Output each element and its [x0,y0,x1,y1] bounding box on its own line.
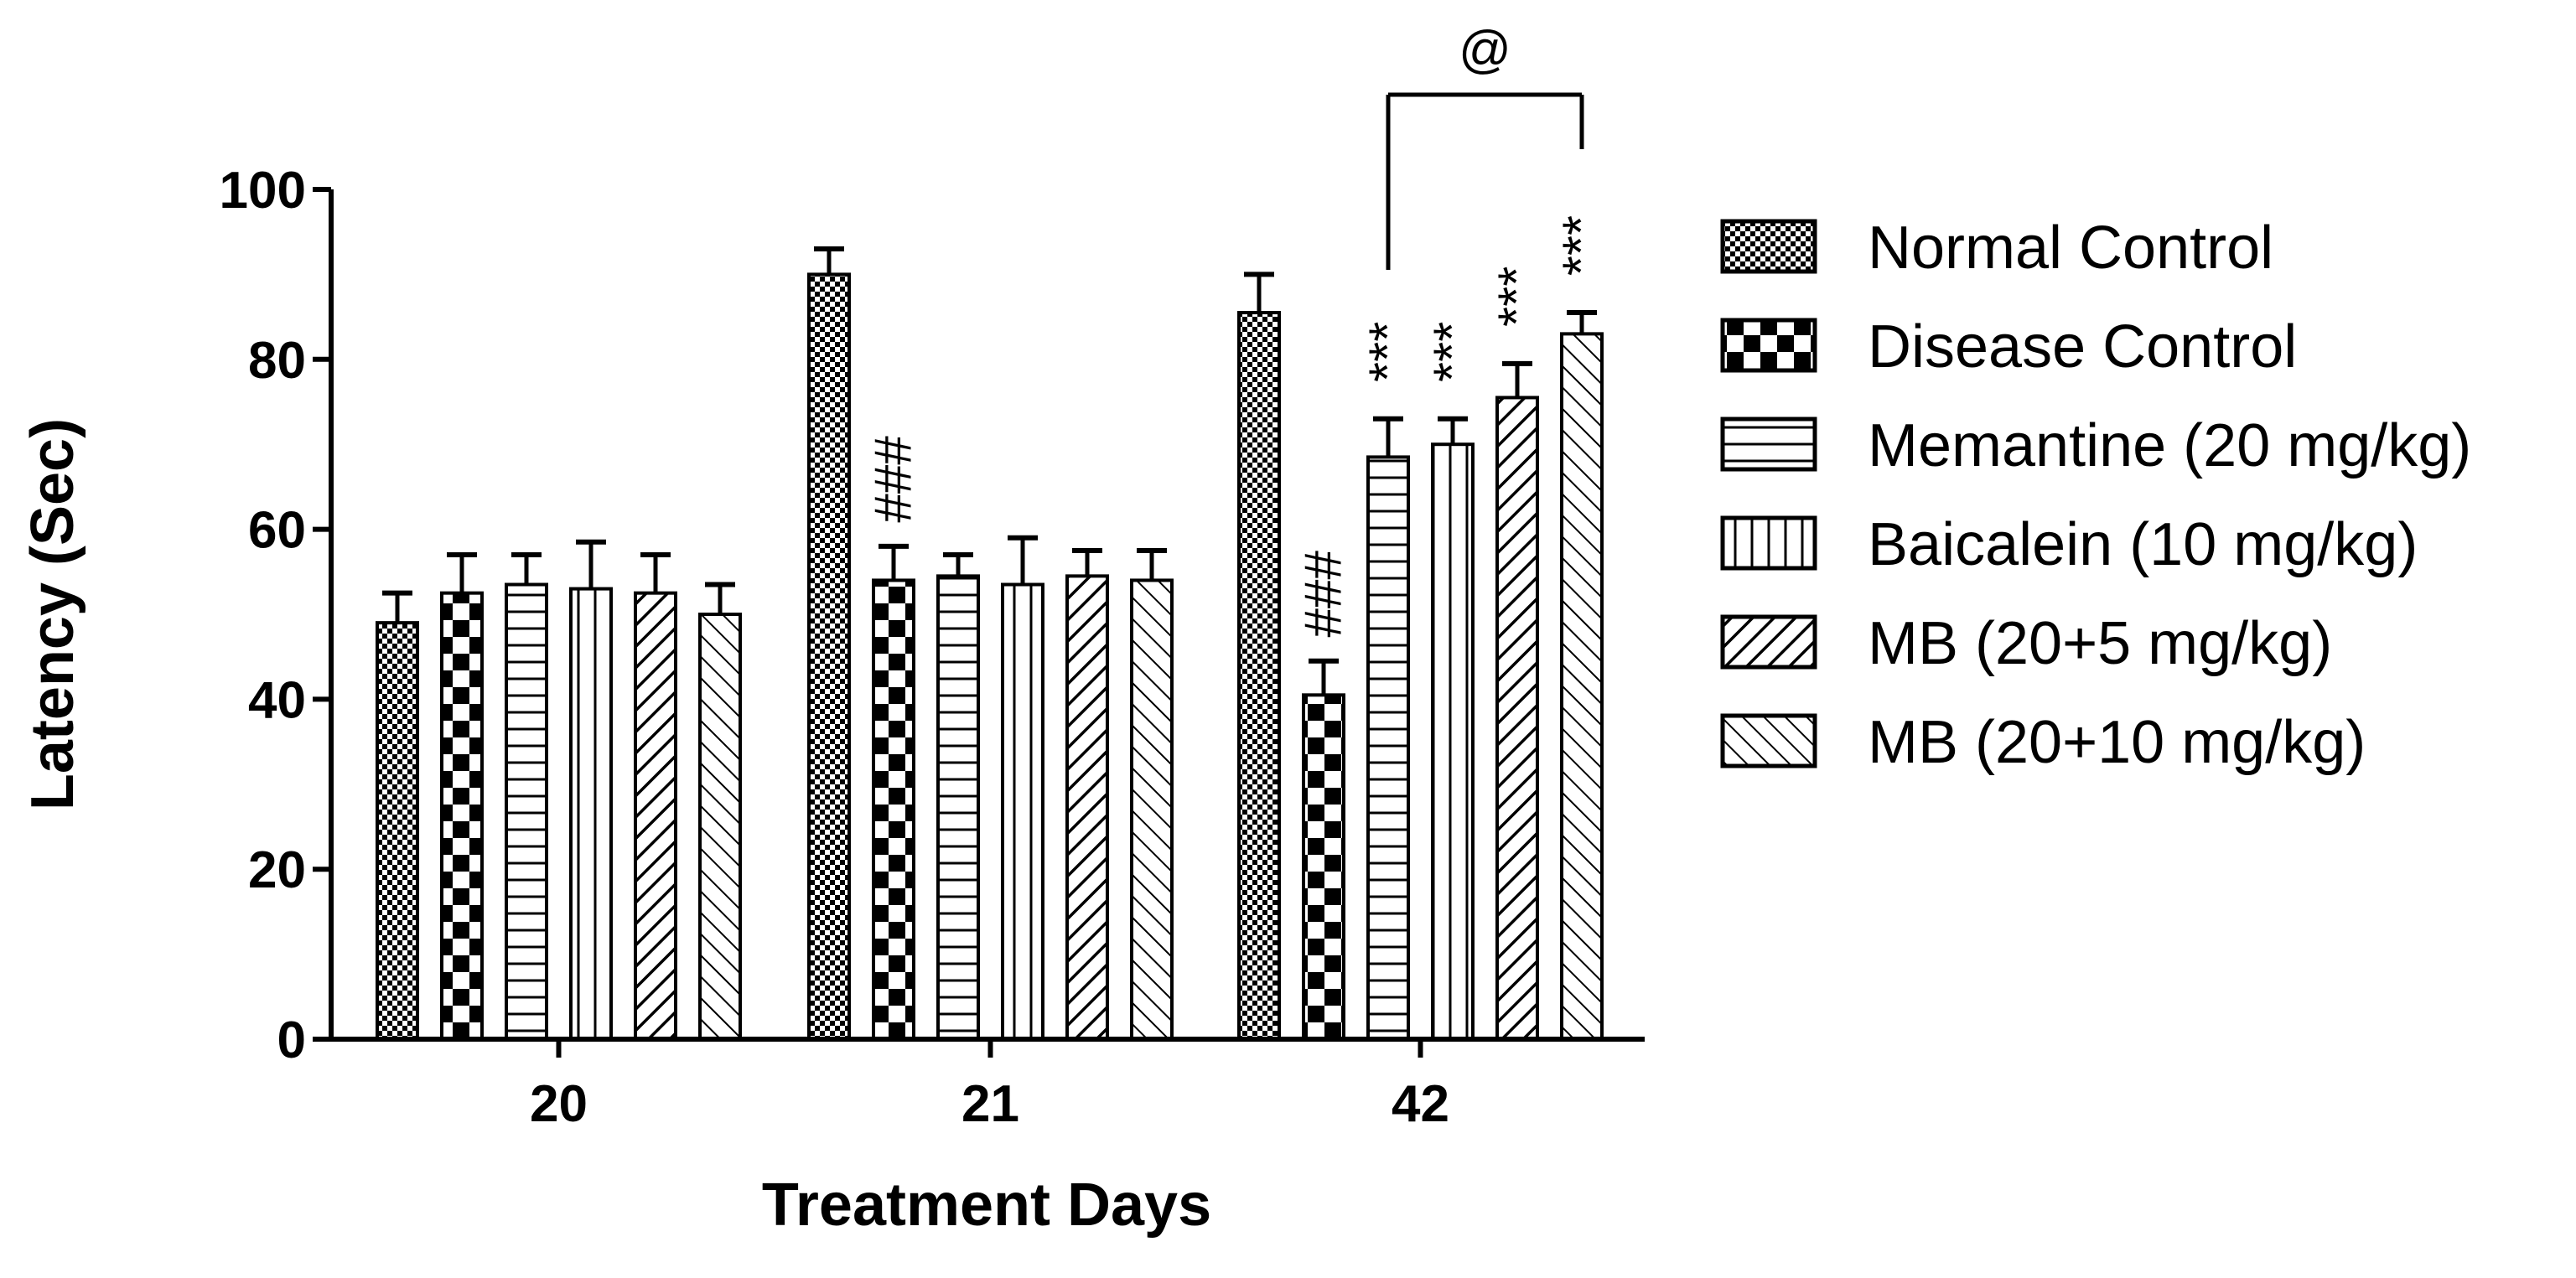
legend: Normal Control Disease Control Memantine (… [1720,215,2471,776]
legend-item-normal-control: Normal Control [1720,215,2273,282]
x-tick-label-21: 21 [961,1075,1019,1133]
error-bar-normal-control-day-20 [382,590,412,623]
legend-swatch [1720,614,1817,670]
legend-label: MB (20+5 mg/kg) [1868,610,2332,677]
error-bar-memantine-20-mg-kg-day-42 [1373,416,1403,458]
bracket-label: @ [1459,21,1511,79]
y-tick-label-60: 60 [248,502,306,560]
significance-mark-disease-control-day-42: ### [1295,551,1353,638]
error-bar-mb-20-5-mg-kg-day-21 [1072,547,1102,577]
bar-memantine-20-mg-kg-day-42 [1366,455,1410,1041]
legend-label: Memantine (20 mg/kg) [1868,412,2471,479]
bar-disease-control-day-21 [872,578,915,1041]
bar-mb-20-10-mg-kg-day-20 [698,613,742,1041]
legend-item-disease-control: Disease Control [1720,313,2297,380]
error-bar-disease-control-day-42 [1309,658,1339,696]
bar-disease-control-day-20 [440,591,484,1041]
bar-baicalein-10-mg-kg-day-42 [1431,442,1475,1041]
error-bar-normal-control-day-42 [1244,272,1274,313]
legend-swatch [1720,515,1817,571]
y-axis-title: Latency (Sec) [19,418,86,810]
bar-mb-20-10-mg-kg-day-21 [1130,578,1174,1041]
legend-item-mb-20-10-mg-kg: MB (20+10 mg/kg) [1720,709,2366,776]
bar-mb-20-5-mg-kg-day-20 [634,591,677,1041]
y-tick-label-100: 100 [220,162,306,220]
significance-mark-mb-20-10-mg-kg-day-42: *** [1553,215,1611,276]
significance-mark-disease-control-day-21: ### [865,436,923,523]
x-tick-label-42: 42 [1392,1075,1449,1133]
bar-normal-control-day-21 [807,272,851,1041]
error-bar-normal-control-day-21 [814,246,844,275]
error-bar-memantine-20-mg-kg-day-21 [943,552,973,577]
error-bar-mb-20-10-mg-kg-day-42 [1567,310,1597,334]
legend-item-memantine-20-mg-kg: Memantine (20 mg/kg) [1720,412,2471,479]
error-bar-disease-control-day-20 [447,552,477,593]
bar-memantine-20-mg-kg-day-20 [505,582,548,1041]
error-bar-disease-control-day-21 [879,543,909,581]
error-bar-memantine-20-mg-kg-day-20 [511,552,542,585]
significance-mark-mb-20-5-mg-kg-day-42: *** [1489,266,1547,327]
legend-label: Normal Control [1868,215,2273,282]
legend-item-baicalein-10-mg-kg: Baicalein (10 mg/kg) [1720,511,2418,578]
legend-label: MB (20+10 mg/kg) [1868,709,2366,776]
error-bar-baicalein-10-mg-kg-day-42 [1438,416,1468,445]
bar-disease-control-day-42 [1302,693,1345,1042]
significance-mark-memantine-20-mg-kg-day-42: *** [1360,322,1418,382]
bar-baicalein-10-mg-kg-day-20 [569,587,613,1041]
bar-normal-control-day-42 [1237,311,1281,1041]
y-tick-label-20: 20 [248,841,306,899]
error-bar-baicalein-10-mg-kg-day-20 [576,539,606,589]
error-bar-mb-20-5-mg-kg-day-20 [640,552,671,593]
legend-swatch [1720,318,1817,373]
significance-mark-baicalein-10-mg-kg-day-42: *** [1424,322,1482,382]
y-tick-label-40: 40 [248,671,306,729]
legend-swatch [1720,417,1817,472]
x-axis-title: Treatment Days [762,1172,1211,1239]
legend-item-mb-20-5-mg-kg: MB (20+5 mg/kg) [1720,610,2332,677]
bar-mb-20-10-mg-kg-day-42 [1560,332,1604,1041]
y-tick-label-80: 80 [248,332,306,390]
comparison-bracket: @ [1386,21,1584,270]
legend-label: Baicalein (10 mg/kg) [1868,511,2418,578]
bar-normal-control-day-20 [376,621,419,1041]
bar-mb-20-5-mg-kg-day-21 [1065,574,1109,1041]
legend-swatch [1720,219,1817,274]
error-bar-baicalein-10-mg-kg-day-21 [1008,535,1038,585]
bar-memantine-20-mg-kg-day-21 [936,574,980,1041]
x-tick-label-20: 20 [530,1075,588,1133]
legend-label: Disease Control [1868,313,2297,380]
error-bar-mb-20-10-mg-kg-day-21 [1137,547,1167,581]
bar-mb-20-5-mg-kg-day-42 [1495,396,1539,1041]
bar-baicalein-10-mg-kg-day-21 [1001,582,1044,1041]
error-bar-mb-20-5-mg-kg-day-42 [1502,360,1532,398]
legend-swatch [1720,713,1817,768]
error-bar-mb-20-10-mg-kg-day-20 [705,582,735,614]
y-tick-label-0: 0 [277,1012,306,1069]
